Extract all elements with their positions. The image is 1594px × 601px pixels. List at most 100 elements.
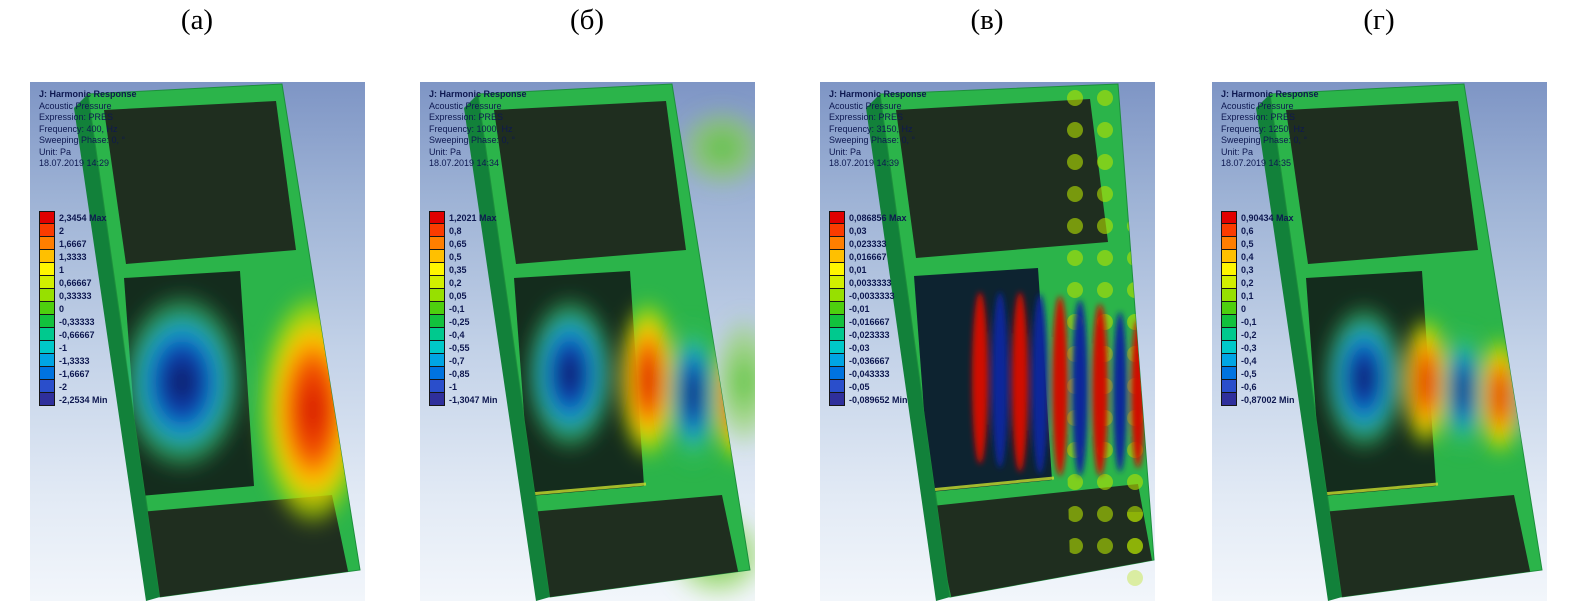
subfigure-label-v: (в)	[970, 4, 1004, 36]
legend-value: -0,6	[1241, 381, 1257, 392]
legend-value: -0,089652 Min	[849, 394, 908, 405]
result-type: Acoustic Pressure	[39, 100, 112, 111]
legend-color-swatch	[829, 276, 845, 289]
legend-color-swatch	[1221, 328, 1237, 341]
legend-row: -0,33333	[39, 315, 108, 328]
legend-value: -1	[59, 342, 68, 353]
ansys-result-panel-b: J: Harmonic Response Acoustic Pressure E…	[420, 82, 755, 601]
legend-color-swatch	[829, 367, 845, 380]
contour-plot-a	[74, 83, 361, 601]
legend-color-swatch	[1221, 354, 1237, 367]
color-legend: 2,3454 Max 2 1,6667 1,3333 1 0,66667 0,3…	[39, 211, 108, 406]
legend-color-swatch	[429, 328, 445, 341]
legend-row: 2	[39, 224, 108, 237]
subfigure-label-g: (г)	[1363, 4, 1395, 36]
legend-color-swatch	[429, 211, 445, 224]
legend-value: -0,7	[449, 355, 465, 366]
contour-plot-v	[866, 83, 1155, 601]
legend-row: -0,023333	[829, 328, 908, 341]
legend-row: 1,2021 Max	[429, 211, 498, 224]
legend-row: -0,043333	[829, 367, 908, 380]
legend-row: -0,016667	[829, 315, 908, 328]
result-title: J: Harmonic Response	[1221, 89, 1319, 99]
legend-row: -0,87002 Min	[1221, 393, 1295, 406]
legend-value: 0,0033333	[849, 277, 892, 288]
color-legend: 0,086856 Max 0,03 0,023333 0,016667 0,01…	[829, 211, 908, 406]
legend-value: 0,35	[449, 264, 467, 275]
legend-color-swatch	[39, 289, 55, 302]
legend-row: -0,55	[429, 341, 498, 354]
legend-value: 1,3333	[59, 251, 87, 262]
legend-value: -0,5	[1241, 368, 1257, 379]
legend-row: 2,3454 Max	[39, 211, 108, 224]
legend-color-swatch	[829, 380, 845, 393]
legend-value: 1	[59, 264, 65, 275]
legend-row: 0	[39, 302, 108, 315]
contour-plot-g	[1256, 83, 1543, 601]
legend-value: -0,25	[449, 316, 470, 327]
legend-value: 0,023333	[849, 238, 887, 249]
legend-row: 1,6667	[39, 237, 108, 250]
legend-row: -0,1	[429, 302, 498, 315]
result-unit: Unit: Pa	[1221, 146, 1254, 157]
legend-color-swatch	[429, 302, 445, 315]
legend-color-swatch	[429, 250, 445, 263]
result-title: J: Harmonic Response	[39, 89, 137, 99]
legend-value: 0,33333	[59, 290, 92, 301]
legend-color-swatch	[39, 393, 55, 406]
legend-row: 0,01	[829, 263, 908, 276]
result-timestamp: 18.07.2019 14:35	[1221, 158, 1292, 168]
legend-value: 0,8	[449, 225, 462, 236]
legend-color-swatch	[1221, 393, 1237, 406]
legend-row: 0,35	[429, 263, 498, 276]
legend-color-swatch	[829, 250, 845, 263]
result-expression: Expression: PRES	[1221, 112, 1296, 122]
legend-value: -0,016667	[849, 316, 890, 327]
legend-row: 0,016667	[829, 250, 908, 263]
legend-value: 0	[1241, 303, 1247, 314]
legend-value: -0,66667	[59, 329, 95, 340]
legend-color-swatch	[39, 380, 55, 393]
legend-row: -0,2	[1221, 328, 1295, 341]
legend-color-swatch	[829, 237, 845, 250]
result-title: J: Harmonic Response	[829, 89, 927, 99]
legend-color-swatch	[829, 211, 845, 224]
result-type: Acoustic Pressure	[429, 100, 502, 111]
legend-color-swatch	[39, 211, 55, 224]
legend-value: -0,0033333	[849, 290, 895, 301]
legend-color-swatch	[829, 263, 845, 276]
legend-value: -0,03	[849, 342, 870, 353]
legend-row: 0	[1221, 302, 1295, 315]
legend-value: 0,03	[849, 225, 867, 236]
legend-color-swatch	[829, 328, 845, 341]
result-type: Acoustic Pressure	[1221, 100, 1294, 111]
legend-color-swatch	[39, 341, 55, 354]
legend-row: -0,1	[1221, 315, 1295, 328]
result-phase: Sweeping Phase: 0, °	[429, 135, 516, 145]
legend-value: 0,016667	[849, 251, 887, 262]
legend-color-swatch	[429, 380, 445, 393]
legend-value: 0,66667	[59, 277, 92, 288]
result-frequency: Frequency: 1000, Hz	[429, 123, 513, 134]
legend-value: 0,6	[1241, 225, 1254, 236]
result-unit: Unit: Pa	[429, 146, 462, 157]
legend-value: -1,3047 Min	[449, 394, 498, 405]
legend-row: -0,3	[1221, 341, 1295, 354]
legend-row: -0,4	[429, 328, 498, 341]
legend-row: -0,089652 Min	[829, 393, 908, 406]
legend-row: -0,66667	[39, 328, 108, 341]
result-timestamp: 18.07.2019 14:29	[39, 158, 110, 168]
ansys-result-panel-g: J: Harmonic Response Acoustic Pressure E…	[1212, 82, 1547, 601]
legend-color-swatch	[429, 224, 445, 237]
subfigure-label-a: (а)	[180, 4, 214, 36]
legend-row: -0,03	[829, 341, 908, 354]
legend-row: 0,6	[1221, 224, 1295, 237]
result-info: J: Harmonic Response Acoustic Pressure E…	[1221, 89, 1319, 170]
legend-value: -0,2	[1241, 329, 1257, 340]
result-phase: Sweeping Phase: 0, °	[1221, 135, 1308, 145]
legend-row: -2,2534 Min	[39, 393, 108, 406]
legend-value: 1,6667	[59, 238, 87, 249]
legend-value: 0,01	[849, 264, 867, 275]
legend-value: -2	[59, 381, 68, 392]
legend-value: 1,2021 Max	[449, 212, 497, 223]
